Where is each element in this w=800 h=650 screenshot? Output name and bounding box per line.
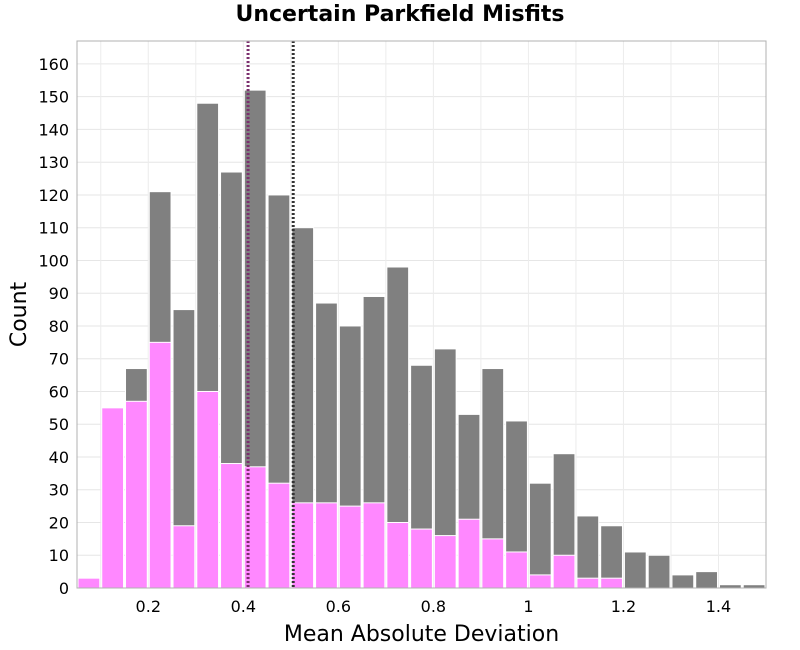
- histogram-bar-subset: [172, 525, 196, 589]
- y-tick-label: 120: [38, 186, 69, 205]
- histogram-bar-subset: [196, 390, 220, 589]
- histogram-bar-subset: [267, 482, 291, 589]
- y-tick-label: 100: [38, 251, 69, 270]
- y-tick-label: 50: [49, 415, 69, 434]
- histogram-bar-subset: [600, 577, 623, 589]
- x-tick-label: 0.6: [326, 597, 351, 616]
- y-tick-label: 60: [49, 382, 69, 401]
- chart-title: Uncertain Parkfield Misfits: [235, 2, 565, 27]
- histogram-bar-subset: [410, 528, 433, 589]
- histogram-bar-subset: [528, 574, 552, 589]
- x-axis-label: Mean Absolute Deviation: [284, 622, 559, 647]
- plot-frame: [76, 40, 767, 589]
- histogram-bar-subset: [386, 521, 410, 589]
- y-tick-label: 80: [49, 317, 69, 336]
- x-tick-label: 1.4: [706, 597, 731, 616]
- reference-lines: [246, 41, 295, 588]
- y-tick-label: 40: [49, 448, 69, 467]
- histogram-bar-subset: [291, 502, 315, 589]
- histogram-bar-subset: [576, 577, 600, 589]
- y-tick-label: 10: [49, 546, 69, 565]
- y-tick-label: 150: [38, 88, 69, 107]
- histogram-bar-subset: [101, 407, 125, 589]
- y-tick-label: 30: [49, 481, 69, 500]
- y-tick-label: 110: [38, 219, 69, 238]
- histogram-bar-total: [576, 515, 600, 589]
- histogram-bar-total: [671, 574, 695, 589]
- histogram-bar-subset: [481, 538, 505, 589]
- y-tick-label: 160: [38, 55, 69, 74]
- x-tick-label: 0.4: [231, 597, 256, 616]
- y-tick-label: 70: [49, 350, 69, 369]
- tick-labels: 0 10 20 30 40 50 60 70 80 90 100 110 120 130 140 150 160…: [38, 55, 731, 616]
- histogram-bar-subset: [362, 502, 386, 589]
- histogram-bar-subset: [457, 518, 481, 589]
- y-axis-label: Count: [7, 281, 32, 347]
- x-tick-label: 0.2: [136, 597, 161, 616]
- histogram-bar-subset: [552, 554, 576, 589]
- histogram-bar-subset: [338, 505, 362, 589]
- x-tick-label: 0.8: [421, 597, 446, 616]
- histogram-bar-total: [695, 571, 718, 589]
- y-tick-label: 0: [59, 579, 69, 598]
- y-tick-label: 140: [38, 120, 69, 139]
- histogram-bar-subset: [220, 463, 243, 589]
- histogram-bar-total: [528, 482, 552, 589]
- histogram-bar-subset: [505, 551, 528, 589]
- y-tick-label: 20: [49, 513, 69, 532]
- histogram-bar-subset: [125, 400, 148, 589]
- bars: [77, 89, 766, 589]
- x-tick-label: 1: [523, 597, 533, 616]
- y-tick-label: 130: [38, 153, 69, 172]
- x-tick-label: 1.2: [611, 597, 636, 616]
- y-tick-label: 90: [49, 284, 69, 303]
- histogram-bar-subset: [315, 502, 338, 589]
- histogram-bar-subset: [148, 341, 172, 589]
- histogram-bar-total: [647, 554, 671, 589]
- histogram-bar-subset: [77, 577, 101, 589]
- histogram-bar-total: [623, 551, 647, 589]
- histogram-bar-subset: [433, 535, 457, 589]
